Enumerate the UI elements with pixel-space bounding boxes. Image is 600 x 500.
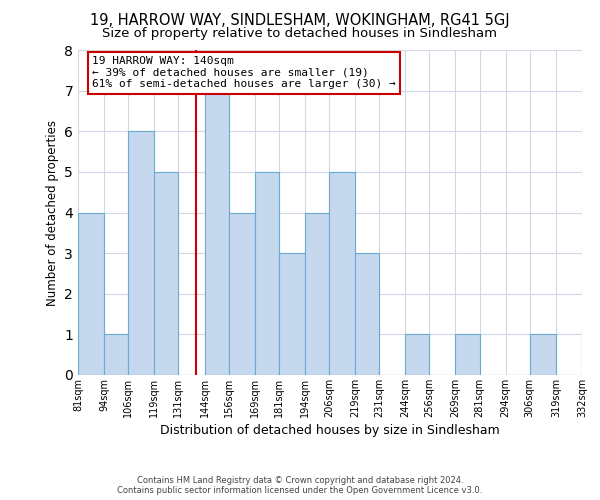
Bar xyxy=(154,172,178,375)
Y-axis label: Number of detached properties: Number of detached properties xyxy=(46,120,59,306)
Bar xyxy=(128,131,154,375)
Bar xyxy=(455,334,479,375)
Text: 19 HARROW WAY: 140sqm
← 39% of detached houses are smaller (19)
61% of semi-deta: 19 HARROW WAY: 140sqm ← 39% of detached … xyxy=(92,56,396,90)
Bar xyxy=(329,172,355,375)
Bar xyxy=(582,334,600,375)
Text: 19, HARROW WAY, SINDLESHAM, WOKINGHAM, RG41 5GJ: 19, HARROW WAY, SINDLESHAM, WOKINGHAM, R… xyxy=(90,12,510,28)
Text: Contains HM Land Registry data © Crown copyright and database right 2024.
Contai: Contains HM Land Registry data © Crown c… xyxy=(118,476,482,495)
Bar xyxy=(255,172,279,375)
Bar xyxy=(205,90,229,375)
Bar xyxy=(78,212,104,375)
X-axis label: Distribution of detached houses by size in Sindlesham: Distribution of detached houses by size … xyxy=(160,424,500,437)
Text: Size of property relative to detached houses in Sindlesham: Size of property relative to detached ho… xyxy=(103,28,497,40)
Bar xyxy=(405,334,430,375)
Bar xyxy=(355,253,379,375)
Bar xyxy=(530,334,556,375)
Bar xyxy=(104,334,128,375)
Bar xyxy=(279,253,305,375)
Bar xyxy=(305,212,329,375)
Bar xyxy=(229,212,255,375)
